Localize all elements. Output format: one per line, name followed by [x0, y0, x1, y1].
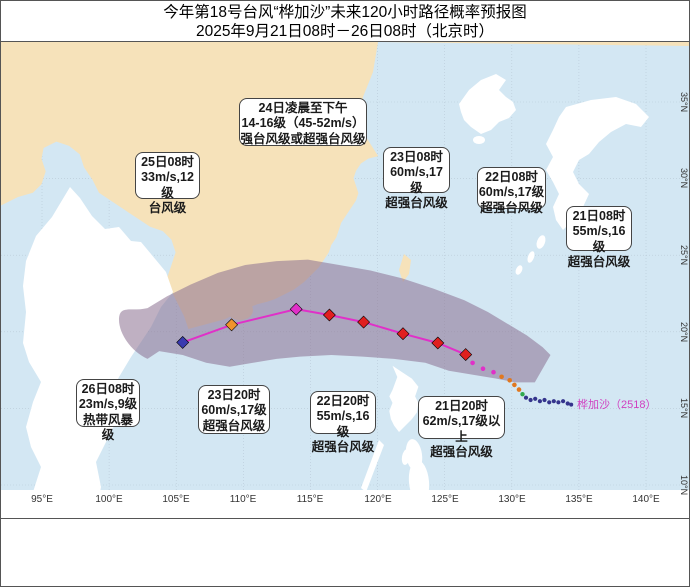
- svg-text:桦加沙（2518）: 桦加沙（2518）: [577, 397, 656, 411]
